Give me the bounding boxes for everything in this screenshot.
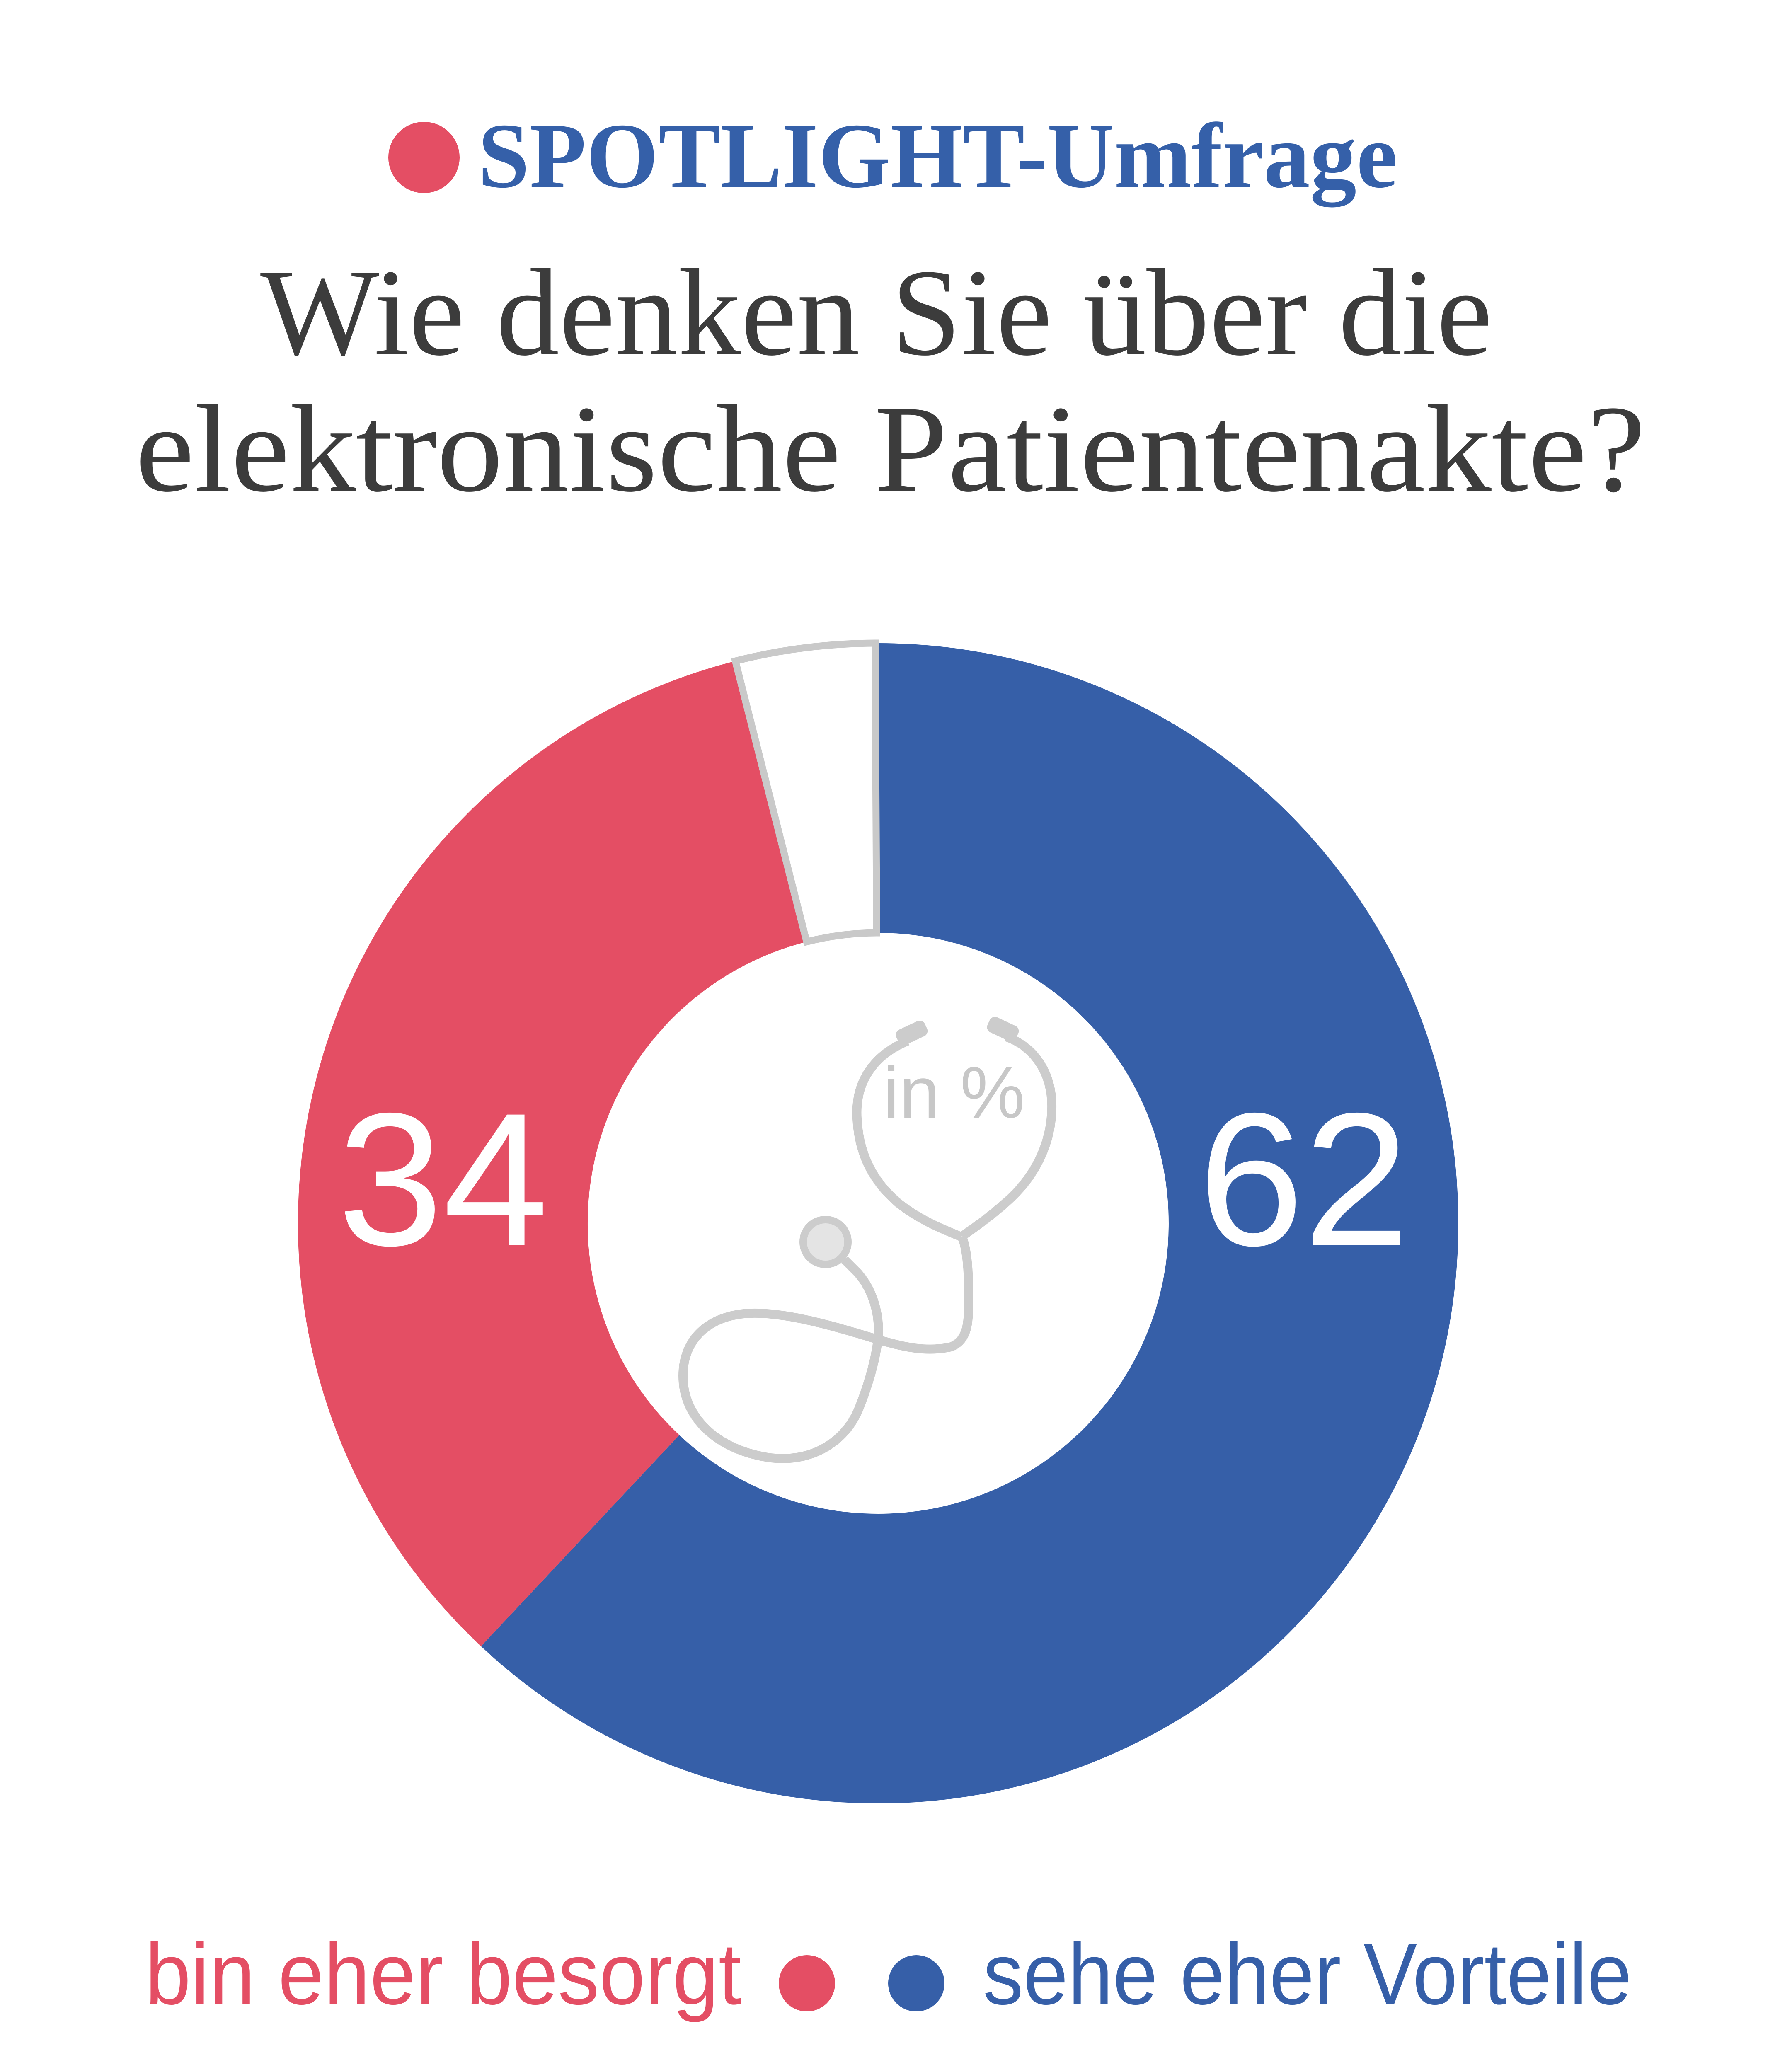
svg-text:34: 34 [338,1073,548,1285]
svg-text:62: 62 [1199,1073,1409,1285]
svg-text:in %: in % [883,1052,1025,1133]
